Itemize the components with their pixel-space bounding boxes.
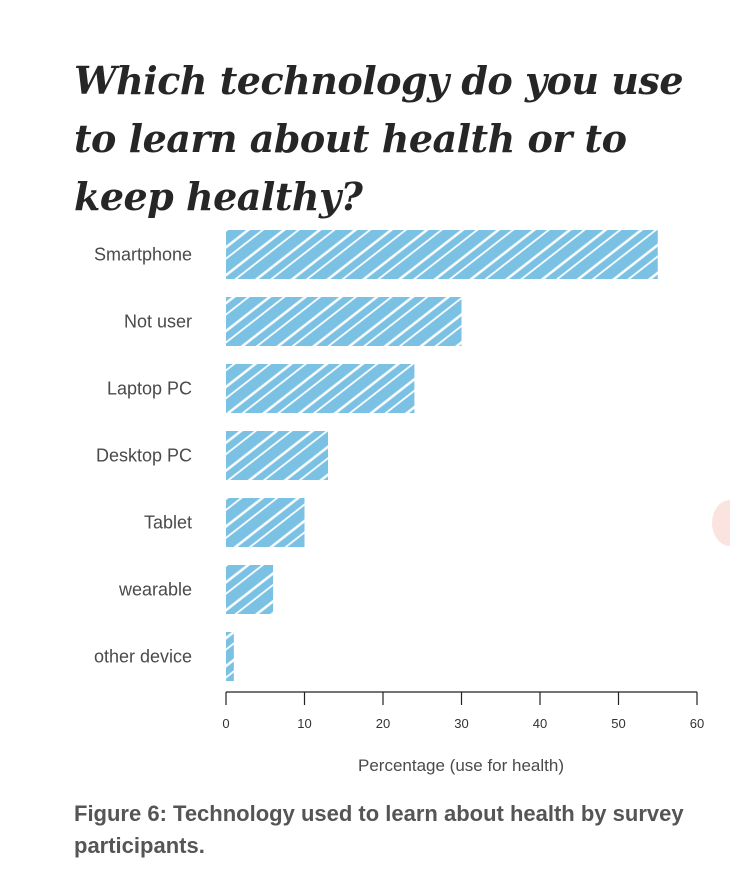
x-tick-label-20: 20 bbox=[376, 716, 390, 731]
bar-not-user bbox=[226, 297, 462, 346]
category-label-smartphone: Smartphone bbox=[94, 245, 192, 265]
category-label-wearable: wearable bbox=[118, 580, 192, 600]
x-tick-label-40: 40 bbox=[533, 716, 547, 731]
x-tick-label-50: 50 bbox=[611, 716, 625, 731]
x-axis-title: Percentage (use for health) bbox=[358, 756, 564, 775]
bar-laptop-pc bbox=[226, 364, 415, 413]
category-label-laptop-pc: Laptop PC bbox=[107, 379, 192, 399]
bar-tablet bbox=[226, 498, 305, 547]
category-label-other-device: other device bbox=[94, 647, 192, 667]
bar-wearable bbox=[226, 565, 274, 614]
x-tick-label-0: 0 bbox=[222, 716, 229, 731]
bars-layer: Smartphone Not user Laptop PC Desktop PC Tab… bbox=[94, 230, 658, 681]
x-tick-label-10: 10 bbox=[297, 716, 311, 731]
x-tick-label-30: 30 bbox=[454, 716, 468, 731]
category-label-desktop-pc: Desktop PC bbox=[96, 446, 192, 466]
category-label-tablet: Tablet bbox=[144, 513, 192, 533]
x-tick-label-60: 60 bbox=[690, 716, 704, 731]
bar-smartphone bbox=[226, 230, 658, 279]
bar-chart: Smartphone Not user Laptop PC Desktop PC Tab… bbox=[94, 230, 704, 775]
x-axis: 0 10 20 30 40 50 60 bbox=[222, 691, 704, 731]
decorative-shape bbox=[712, 500, 730, 546]
figure-caption: Figure 6: Technology used to learn about… bbox=[74, 801, 684, 858]
bar-desktop-pc bbox=[226, 431, 329, 480]
chart-title: Which technology do you use to learn abo… bbox=[74, 58, 684, 219]
category-label-not-user: Not user bbox=[124, 312, 192, 332]
bar-other-device bbox=[226, 632, 234, 681]
